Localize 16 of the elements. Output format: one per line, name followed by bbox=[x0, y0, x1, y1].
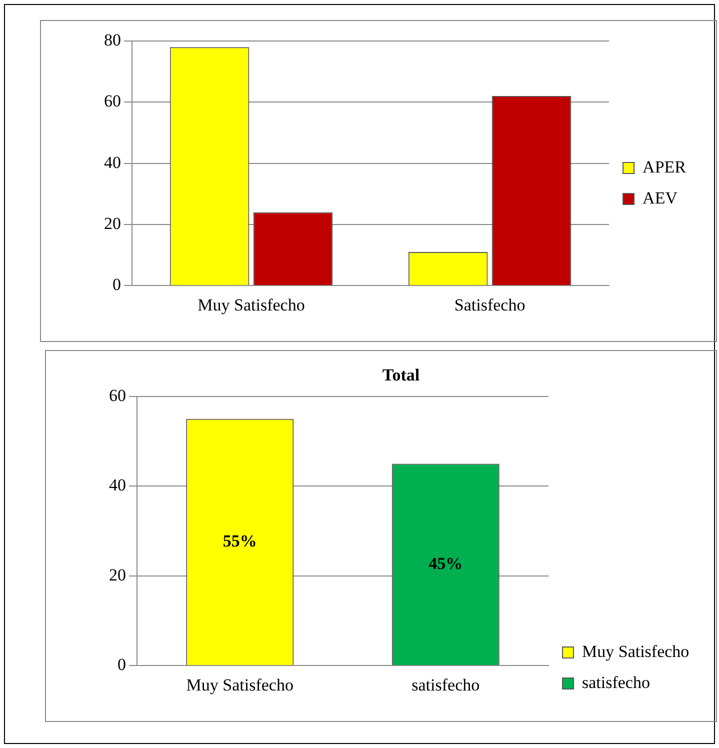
y-tick-label: 20 bbox=[109, 565, 126, 584]
data-label: 45% bbox=[428, 554, 463, 573]
legend-label: APER bbox=[642, 157, 687, 176]
y-tick-label: 0 bbox=[118, 655, 126, 674]
y-tick-label: 80 bbox=[104, 30, 121, 50]
legend-label: AEV bbox=[642, 188, 678, 208]
y-tick-label: 60 bbox=[109, 386, 126, 405]
y-tick-label: 60 bbox=[104, 92, 121, 111]
y-tick-label: 40 bbox=[109, 476, 126, 495]
data-label: 55% bbox=[222, 531, 257, 550]
x-tick-label: Satisfecho bbox=[454, 295, 526, 314]
chart-title: Total bbox=[382, 366, 420, 385]
y-tick-label: 20 bbox=[104, 214, 121, 233]
y-tick-label: 0 bbox=[112, 275, 121, 294]
y-tick-label: 40 bbox=[104, 152, 121, 172]
legend-label: Muy Satisfecho bbox=[582, 642, 690, 661]
